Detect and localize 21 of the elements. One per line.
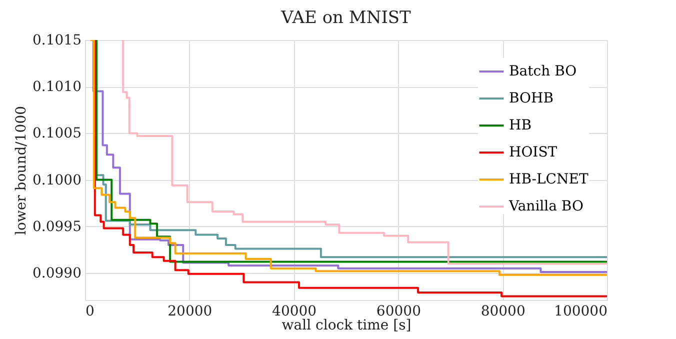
y-tick-label: 0.0995 xyxy=(32,218,82,235)
legend-label: Batch BO xyxy=(509,64,577,80)
x-tick-label: 80000 xyxy=(480,304,526,320)
legend-label: BOHB xyxy=(509,90,554,106)
legend-label: HB xyxy=(509,118,532,134)
legend-label: HOIST xyxy=(509,144,558,160)
x-tick-label: 0 xyxy=(86,304,94,320)
y-axis-title: lower bound/1000 xyxy=(14,106,30,236)
y-tick-label: 0.1010 xyxy=(32,79,82,96)
y-tick-label: 0.1000 xyxy=(32,172,82,188)
legend-label: HB-LCNET xyxy=(509,172,589,188)
x-tick-label: 20000 xyxy=(168,304,212,320)
y-tick-label: 0.0990 xyxy=(32,265,82,282)
x-axis-title: wall clock time [s] xyxy=(282,318,412,334)
y-tick-label: 0.1015 xyxy=(32,32,82,48)
x-tick-label: 60000 xyxy=(376,304,421,320)
x-tick-label: 40000 xyxy=(272,304,317,320)
y-tick-label: 0.1005 xyxy=(32,126,82,142)
legend-label: Vanilla BO xyxy=(508,198,584,214)
x-tick-label: 100000 xyxy=(554,304,608,320)
chart-title: VAE on MNIST xyxy=(280,8,412,28)
